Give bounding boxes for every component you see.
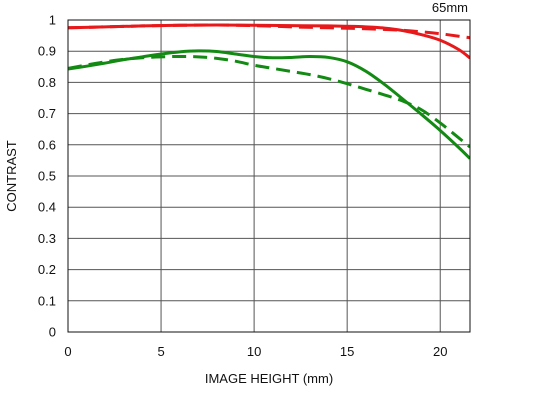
y-tick-label: 0.8 [38, 75, 56, 90]
label-layer: 00.10.20.30.40.50.60.70.80.910 5 10 15 20 [38, 13, 448, 360]
x-tick-label: 0 [64, 344, 71, 359]
x-tick-label: 5 [157, 344, 164, 359]
y-tick-label: 0 [49, 325, 56, 340]
y-tick-label: 0.2 [38, 262, 56, 277]
red-solid-series-line [68, 23, 470, 60]
y-tick-label: 0.4 [38, 200, 56, 215]
red-dashed-series-line [68, 23, 470, 40]
y-tick-label: 1 [49, 13, 56, 28]
y-tick-label: 0.6 [38, 137, 56, 152]
x-axis-title: IMAGE HEIGHT (mm) [205, 371, 333, 386]
x-tick-label: 10 [247, 344, 261, 359]
x-tick-label: 15 [340, 344, 354, 359]
corner-label: 65mm [432, 0, 468, 15]
y-tick-label: 0.7 [38, 106, 56, 121]
y-tick-label: 0.1 [38, 293, 56, 308]
series-layer [68, 23, 470, 160]
y-tick-label: 0.5 [38, 169, 56, 184]
y-tick-label: 0.9 [38, 44, 56, 59]
x-tick-label: 20 [433, 344, 447, 359]
green-solid-series-line [68, 49, 470, 160]
y-tick-label: 0.3 [38, 231, 56, 246]
axis-layer [67, 19, 471, 333]
plot-frame [67, 19, 471, 333]
y-axis-title: CONTRAST [4, 140, 19, 212]
